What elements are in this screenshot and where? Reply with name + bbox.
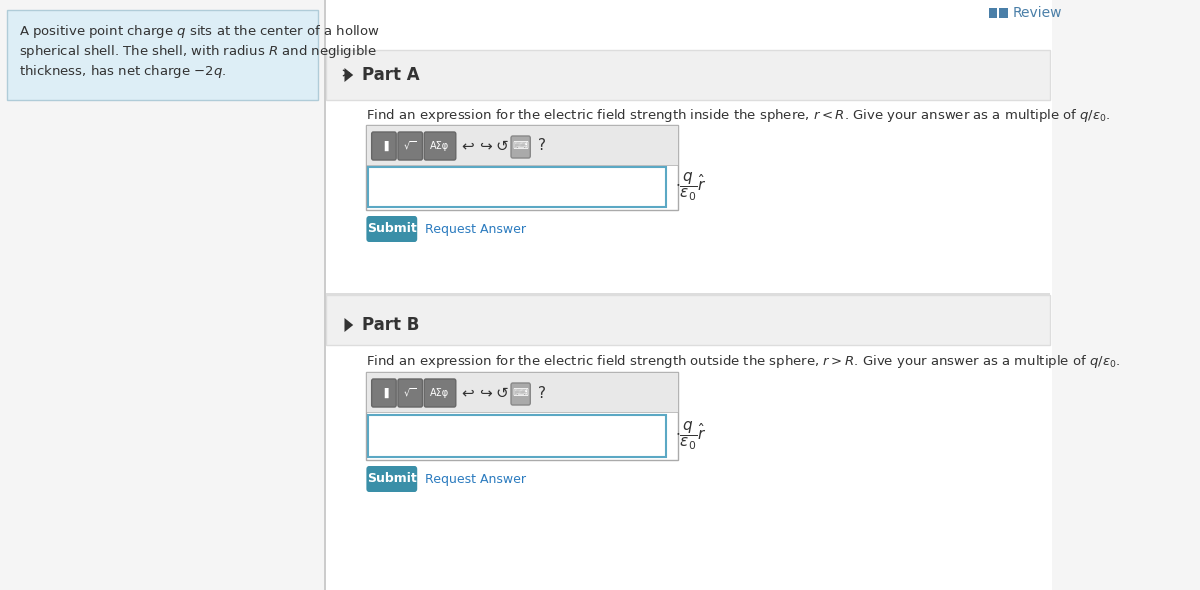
Text: $\sqrt{\ }$: $\sqrt{\ }$ — [403, 386, 418, 399]
Text: $\cdot\dfrac{q}{\varepsilon_0}\hat{r}$: $\cdot\dfrac{q}{\varepsilon_0}\hat{r}$ — [674, 419, 707, 453]
Bar — [366, 125, 678, 210]
FancyBboxPatch shape — [511, 136, 530, 158]
Text: spherical shell. The shell, with radius $R$ and negligible: spherical shell. The shell, with radius … — [19, 44, 377, 61]
Bar — [7, 10, 318, 100]
Bar — [368, 167, 666, 207]
FancyBboxPatch shape — [398, 379, 422, 407]
FancyBboxPatch shape — [366, 466, 418, 492]
Text: ⌨: ⌨ — [512, 141, 529, 151]
Text: ⌨: ⌨ — [512, 388, 529, 398]
FancyBboxPatch shape — [511, 383, 530, 405]
Bar — [366, 372, 678, 460]
Text: ▐: ▐ — [380, 141, 388, 151]
Text: thickness, has net charge $-2q$.: thickness, has net charge $-2q$. — [19, 64, 227, 80]
Text: Part A: Part A — [362, 66, 420, 84]
Text: Part B: Part B — [362, 316, 419, 334]
Bar — [368, 415, 666, 457]
Bar — [366, 125, 678, 165]
Text: Request Answer: Request Answer — [425, 222, 526, 235]
Text: $\sqrt{\ }$: $\sqrt{\ }$ — [403, 140, 418, 152]
Text: AΣφ: AΣφ — [431, 141, 450, 151]
Bar — [324, 0, 326, 590]
Text: A positive point charge $q$ sits at the center of a hollow: A positive point charge $q$ sits at the … — [19, 24, 380, 41]
Text: ↺: ↺ — [494, 139, 508, 153]
Text: Find an expression for the electric field strength inside the sphere, $r < R$. G: Find an expression for the electric fiel… — [366, 107, 1111, 124]
Text: ?: ? — [538, 385, 546, 401]
Bar — [366, 372, 678, 412]
Text: Review: Review — [1013, 6, 1062, 20]
Text: Submit: Submit — [367, 473, 416, 486]
Bar — [989, 8, 997, 18]
Text: ↺: ↺ — [494, 385, 508, 401]
Bar — [326, 50, 1050, 100]
Bar — [326, 295, 1050, 345]
Bar — [326, 0, 1052, 590]
FancyBboxPatch shape — [372, 379, 396, 407]
FancyBboxPatch shape — [366, 216, 418, 242]
FancyBboxPatch shape — [425, 379, 456, 407]
Text: ↩: ↩ — [462, 385, 474, 401]
FancyBboxPatch shape — [398, 132, 422, 160]
Text: ↩: ↩ — [462, 139, 474, 153]
Text: ↪: ↪ — [479, 139, 492, 153]
Text: Find an expression for the electric field strength outside the sphere, $r > R$. : Find an expression for the electric fiel… — [366, 353, 1121, 371]
Text: Submit: Submit — [367, 222, 416, 235]
Polygon shape — [344, 68, 353, 82]
Text: $\cdot\dfrac{q}{\varepsilon_0}\hat{r}$: $\cdot\dfrac{q}{\varepsilon_0}\hat{r}$ — [674, 171, 707, 203]
Text: Request Answer: Request Answer — [425, 473, 526, 486]
Text: ↪: ↪ — [479, 385, 492, 401]
Bar — [1000, 8, 1008, 18]
Polygon shape — [344, 318, 353, 332]
Bar — [326, 293, 1050, 295]
FancyBboxPatch shape — [372, 132, 396, 160]
FancyBboxPatch shape — [425, 132, 456, 160]
Text: ▐: ▐ — [380, 388, 388, 398]
Text: ?: ? — [538, 139, 546, 153]
Text: AΣφ: AΣφ — [431, 388, 450, 398]
